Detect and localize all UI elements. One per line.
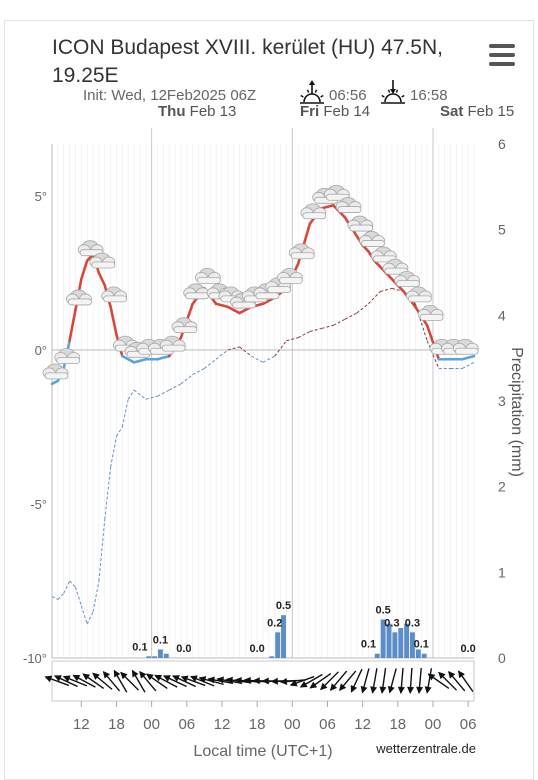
chart-title: ICON Budapest XVIII. kerület (HU) 47.5N,… — [52, 36, 443, 87]
chart-card — [4, 20, 534, 780]
hamburger-menu-icon[interactable] — [489, 44, 515, 66]
